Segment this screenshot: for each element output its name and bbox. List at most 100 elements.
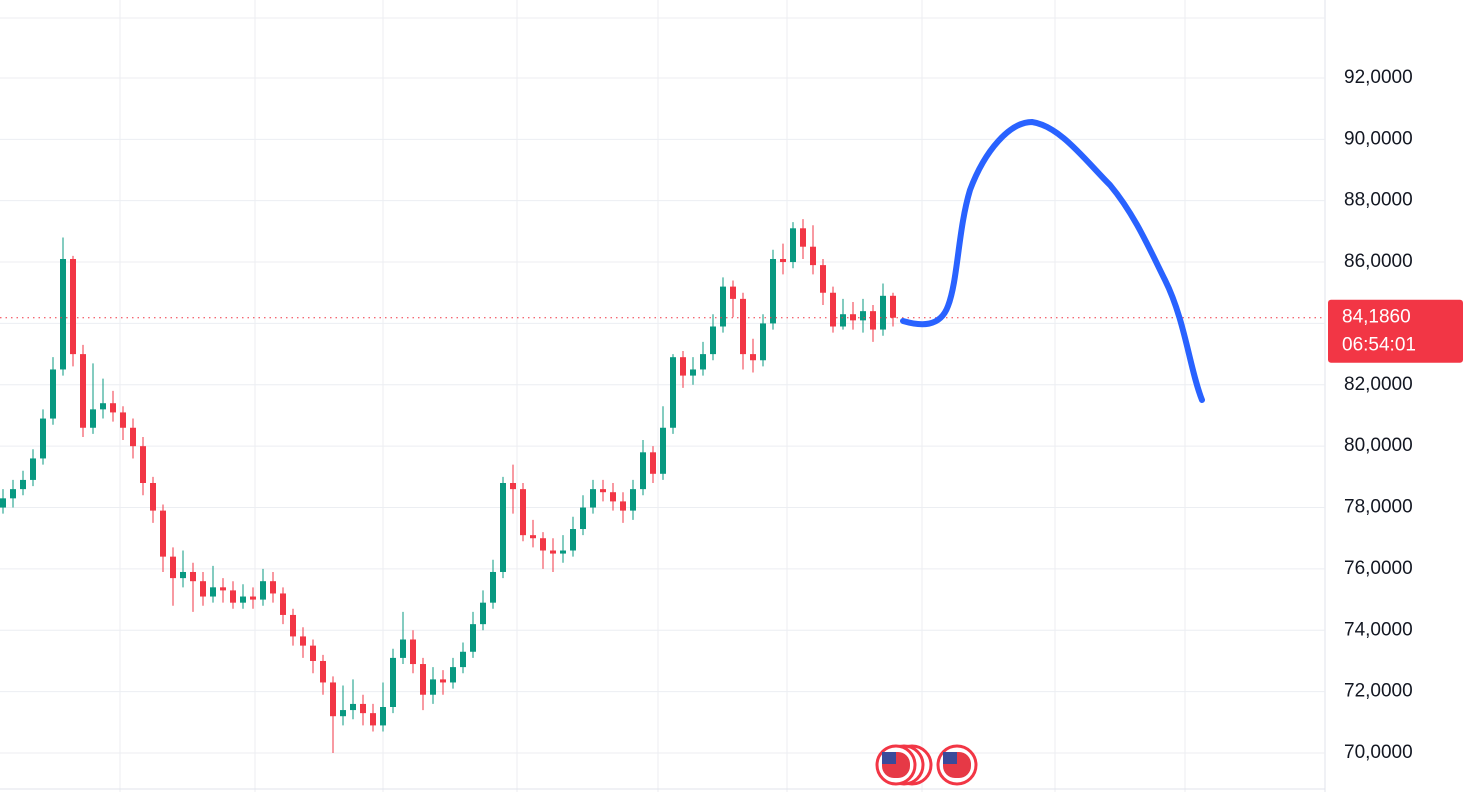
candle-body xyxy=(50,369,56,419)
candle-body xyxy=(760,323,766,361)
candle-body xyxy=(440,679,446,683)
y-tick-label: 82,0000 xyxy=(1344,374,1413,395)
candle-body xyxy=(310,645,316,661)
candle-body xyxy=(730,286,736,299)
candle-body xyxy=(100,403,106,410)
countdown-label: 06:54:01 xyxy=(1342,335,1416,356)
candle-body xyxy=(820,265,826,293)
candle-body xyxy=(150,482,156,511)
y-tick-label: 70,0000 xyxy=(1344,742,1413,763)
candle-body xyxy=(690,369,696,376)
candle-body xyxy=(30,458,36,480)
candle-body xyxy=(670,357,676,428)
candle-body xyxy=(550,550,556,554)
candle-body xyxy=(620,501,626,511)
flag-canton xyxy=(943,752,957,764)
candle-body xyxy=(0,498,6,508)
candle-body xyxy=(700,354,706,370)
candle-body xyxy=(320,660,326,683)
candle-body xyxy=(810,246,816,266)
candle-body xyxy=(790,228,796,263)
candle-body xyxy=(460,651,466,668)
candle-body xyxy=(410,639,416,665)
candle-body xyxy=(240,596,246,603)
candle-body xyxy=(170,556,176,579)
flag-canton xyxy=(882,752,896,764)
candle-body xyxy=(490,571,496,603)
candle-body xyxy=(180,571,186,579)
candle-body xyxy=(70,258,76,355)
candle-body xyxy=(120,412,126,428)
candle-body xyxy=(260,581,266,600)
label-layer: 70,0000 72,0000 74,0000 76,0000 78,0000 80,00… xyxy=(1328,67,1463,763)
candle-body xyxy=(660,427,666,474)
candle-body xyxy=(560,550,566,554)
candle-body xyxy=(680,357,686,376)
candle-body xyxy=(530,535,536,539)
candle-body xyxy=(880,295,886,330)
candle-body xyxy=(510,482,516,490)
event-icons[interactable] xyxy=(875,744,978,786)
candle-body xyxy=(840,314,846,327)
candle-body xyxy=(420,664,426,695)
y-tick-label: 78,0000 xyxy=(1344,497,1413,518)
candle-body xyxy=(60,258,66,370)
candle-body xyxy=(380,707,386,726)
candle-body xyxy=(740,298,746,355)
y-tick-label: 76,0000 xyxy=(1344,558,1413,579)
candle-body xyxy=(770,258,776,324)
candle-body xyxy=(750,354,756,361)
candle-body xyxy=(210,587,216,597)
candle-body xyxy=(250,596,256,600)
candle-body xyxy=(230,590,236,603)
candle-body xyxy=(600,489,606,493)
candle-body xyxy=(860,311,866,321)
candle-body xyxy=(430,679,436,695)
candle-body xyxy=(780,258,786,263)
candle-body xyxy=(220,587,226,591)
candle-body xyxy=(10,489,16,499)
candle-body xyxy=(20,479,26,490)
candle-body xyxy=(520,489,526,536)
candle-body xyxy=(130,427,136,447)
candle-body xyxy=(40,418,46,459)
candle-body xyxy=(300,636,306,646)
drawn-curve[interactable] xyxy=(900,119,1205,403)
candle-body xyxy=(80,354,86,428)
candle-body xyxy=(360,703,366,714)
candle-body xyxy=(570,529,576,551)
candle-body xyxy=(610,492,616,502)
vertical-grid xyxy=(119,0,1186,792)
candle-body xyxy=(330,682,336,717)
candle-body xyxy=(390,657,396,708)
candle-body xyxy=(500,482,506,572)
candle-body xyxy=(400,639,406,658)
y-tick-label: 80,0000 xyxy=(1344,435,1413,456)
candle-body xyxy=(90,409,96,428)
y-tick-label: 90,0000 xyxy=(1344,128,1413,149)
candle-body xyxy=(450,667,456,683)
candle-body xyxy=(580,507,586,530)
candle-body xyxy=(630,489,636,511)
candle-body xyxy=(540,538,546,551)
candle-body xyxy=(110,403,116,413)
candle-body xyxy=(650,452,656,474)
candle-body xyxy=(290,614,296,637)
candle-body xyxy=(350,703,356,711)
candle-body xyxy=(720,286,726,327)
candle-body xyxy=(480,602,486,625)
candle-body xyxy=(470,624,476,652)
candle-layer xyxy=(0,219,1325,754)
candle-body xyxy=(160,510,166,557)
candle-body xyxy=(590,489,596,508)
candle-body xyxy=(190,571,196,582)
y-tick-label: 86,0000 xyxy=(1344,251,1413,272)
candle-body xyxy=(890,295,896,318)
y-tick-label: 74,0000 xyxy=(1344,619,1413,640)
y-tick-label: 88,0000 xyxy=(1344,190,1413,211)
candle-body xyxy=(200,581,206,597)
candle-body xyxy=(340,710,346,717)
candle-body xyxy=(370,713,376,726)
